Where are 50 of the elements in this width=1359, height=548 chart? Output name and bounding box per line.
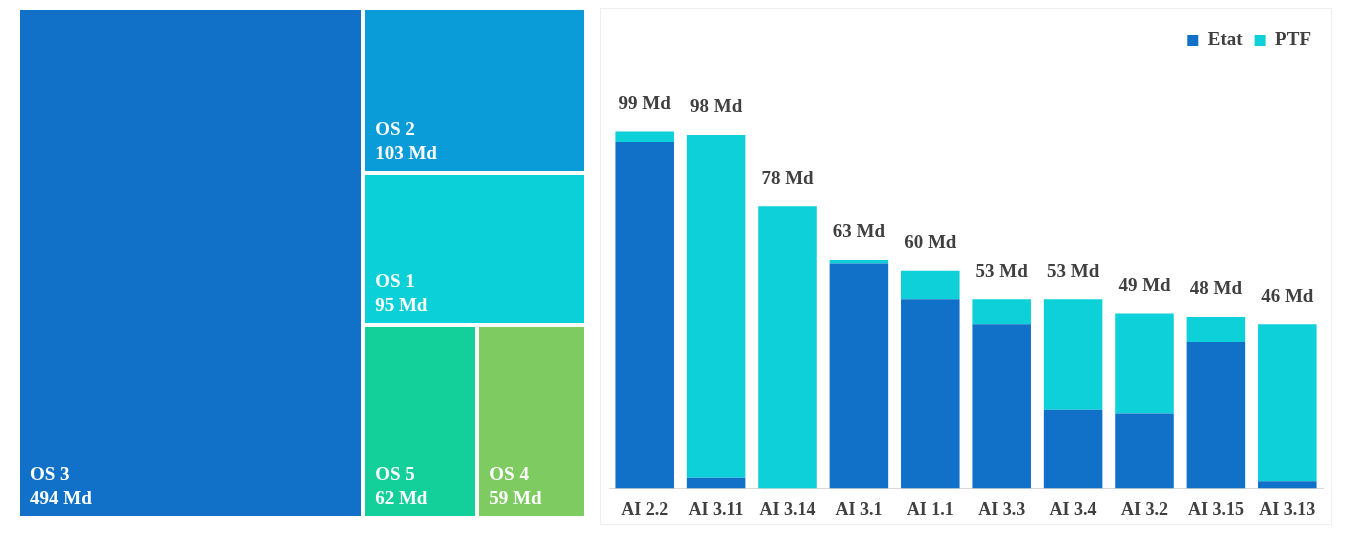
x-tick-label: AI 3.4 [1049,498,1097,519]
data-label: 62 Md [375,486,429,510]
bar [615,142,674,489]
bar [686,134,746,478]
total-label: 46 Md [1261,284,1314,306]
total-label: 99 Md [618,91,672,113]
category-label: OS 2 [375,116,416,141]
legend-label: PTF [1275,28,1312,50]
x-tick-label: AI 3.14 [759,498,816,519]
total-label: 53 Md [975,259,1029,281]
data-label: 494 Md [30,486,93,510]
total-label: 49 Md [1118,273,1172,295]
total-label: 63 Md [832,220,886,242]
bar [901,270,960,300]
x-tick-label: AI 3.1 [835,498,883,519]
bar [1186,317,1246,343]
category-label: OS 1 [375,268,416,293]
bar [972,324,1031,489]
bar [829,263,889,489]
total-label: 98 Md [689,95,743,117]
total-label: 48 Md [1189,277,1243,299]
bar [1043,299,1103,410]
bar [901,299,960,489]
category-label: OS 4 [489,462,530,486]
bar [1186,342,1246,489]
legend-label: Etat [1207,28,1244,50]
x-tick-label: AI 3.2 [1120,498,1169,519]
bar [1258,324,1317,482]
x-tick-label: AI 3.3 [978,498,1026,519]
data-label: 95 Md [375,292,429,317]
total-label: 78 Md [761,166,815,188]
bar [1115,313,1174,414]
total-label: 60 Md [904,231,957,253]
category-label: OS 5 [375,462,416,486]
bar [615,131,674,143]
x-tick-label: AI 1.1 [906,498,954,519]
x-tick-label: AI 3.11 [688,498,744,519]
bar [1115,413,1174,489]
x-tick-label: AI 2.2 [621,498,669,519]
x-tick-label: AI 3.15 [1187,498,1244,519]
bar [686,477,746,489]
bar [972,299,1031,325]
data-label: 59 Md [489,486,543,510]
category-label: OS 3 [30,462,71,486]
total-label: 53 Md [1046,259,1100,281]
bar [758,206,817,489]
bar [1043,409,1103,489]
bar [1258,481,1317,489]
data-label: 103 Md [375,140,438,165]
x-tick-label: AI 3.13 [1259,498,1316,519]
